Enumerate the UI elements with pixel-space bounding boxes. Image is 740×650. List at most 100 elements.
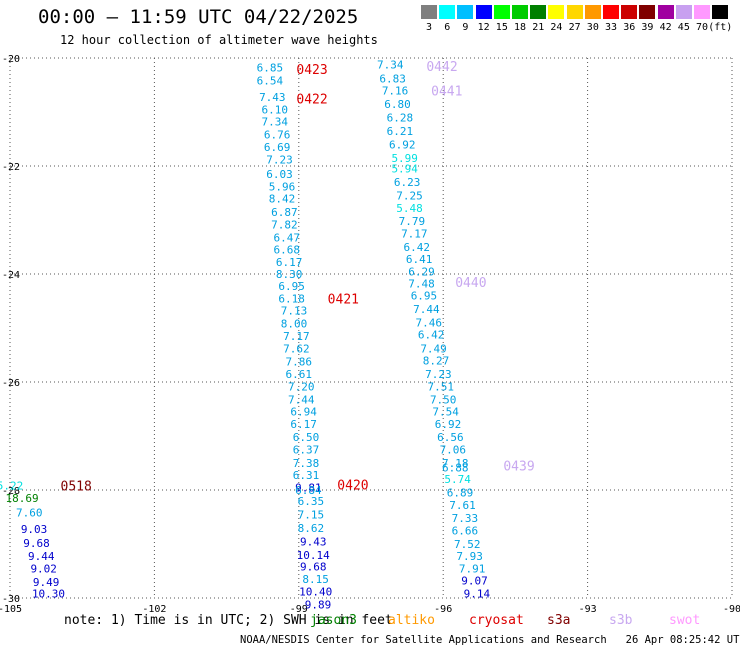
x-tick-label: -96	[434, 604, 452, 615]
legend-label: 3	[426, 22, 433, 33]
swh-value-label: 6.92	[435, 418, 462, 431]
swh-value-label: 9.49	[33, 576, 60, 589]
pass-time-label: 0518	[61, 480, 92, 495]
swh-value-label: 6.41	[406, 253, 433, 266]
x-tick-label: -93	[579, 604, 597, 615]
swh-value-label: 6.17	[276, 256, 303, 269]
swh-value-label: 6.21	[387, 125, 414, 138]
swh-value-label: 9.44	[28, 550, 55, 563]
swh-value-label: 6.94	[290, 406, 317, 419]
swh-value-label: 7.52	[454, 538, 481, 551]
swh-value-label: 6.54	[257, 75, 284, 88]
satellite-jason3-label: jason3	[310, 613, 357, 628]
timestamp: 26 Apr 08:25:42 UTC 2025	[625, 634, 740, 646]
legend-swatch	[512, 5, 528, 19]
pass-time-label: 0440	[455, 276, 486, 291]
swh-value-label: 7.51	[428, 380, 455, 393]
swh-value-label: 7.54	[432, 406, 459, 419]
swh-value-label: 7.44	[413, 303, 440, 316]
satellite-cryosat-label: cryosat	[469, 613, 524, 628]
swh-value-label: 7.13	[281, 305, 308, 318]
swh-value-label: 7.06	[440, 444, 467, 457]
swh-value-label: 6.76	[264, 129, 291, 142]
swh-value-label: 7.50	[430, 393, 457, 406]
swh-value-label: 6.47	[274, 231, 301, 244]
swh-value-label: 6.61	[286, 368, 313, 381]
footer-note: note: 1) Time is in UTC; 2) SWH is in fe…	[64, 613, 393, 628]
swh-value-label: 6.88	[442, 461, 469, 474]
legend-label: 27	[568, 22, 581, 33]
legend-swatch	[457, 5, 474, 19]
swh-value-label: 9.81	[295, 481, 322, 494]
legend-swatch	[548, 5, 565, 19]
swh-value-label: 7.25	[396, 190, 423, 203]
pass-time-label: 0423	[296, 63, 327, 78]
swh-value-label: 6.37	[293, 444, 320, 457]
swh-value-label: 9.68	[300, 561, 327, 574]
swh-value-label: 9.43	[300, 535, 327, 548]
swh-value-label: 8.27	[423, 354, 450, 367]
swh-value-label: 9.07	[461, 575, 488, 588]
legend-label: 36	[623, 22, 636, 33]
legend-label: 9	[462, 22, 469, 33]
swh-value-label: 7.82	[271, 218, 298, 231]
legend-label: 12	[477, 22, 490, 33]
swh-value-label: 6.85	[257, 62, 284, 75]
legend-swatch	[493, 5, 510, 19]
pass-time-label: 0422	[296, 93, 327, 108]
swh-value-label: 6.69	[264, 141, 291, 154]
legend-swatch	[657, 5, 674, 19]
swh-value-label: 9.14	[464, 588, 491, 601]
satellite-swot-label: swot	[669, 613, 701, 628]
x-tick-label: -99	[290, 604, 308, 615]
swh-value-label: 7.15	[298, 508, 325, 521]
swh-value-label: 6.42	[403, 241, 430, 254]
swh-value-label: 7.20	[288, 380, 315, 393]
swh-value-label: 6.03	[266, 168, 293, 181]
legend-label: 24	[550, 22, 563, 33]
swh-value-label: 7.93	[456, 550, 483, 563]
legend-label: 39	[641, 22, 654, 33]
swh-value-label: 6.35	[298, 495, 325, 508]
swh-value-label: 6.84	[295, 484, 322, 497]
swh-value-label: 7.43	[259, 91, 286, 104]
swh-value-label: 7.79	[399, 215, 426, 228]
swh-value-label: 7.17	[401, 228, 428, 241]
legend-swatch	[439, 5, 456, 19]
swh-value-label: 7.60	[16, 507, 43, 520]
legend-swatch	[566, 5, 583, 19]
swh-value-label: 6.10	[261, 103, 288, 116]
swh-value-label: 7.48	[408, 278, 435, 291]
swh-value-label: 7.23	[425, 368, 452, 381]
swh-value-label: 6.23	[394, 176, 421, 189]
legend-swatch	[712, 5, 729, 19]
swh-value-label: 6.17	[290, 418, 317, 431]
pass-time-label: 0420	[337, 479, 368, 494]
chart-title: 00:00 — 11:59 UTC 04/22/2025	[38, 6, 359, 28]
chart-subtitle: 12 hour collection of altimeter wave hei…	[60, 33, 378, 47]
legend-swatch	[603, 5, 619, 19]
credit-line: NOAA/NESDIS Center for Satellite Applica…	[240, 634, 740, 646]
swh-value-label: 7.18	[442, 457, 469, 470]
swh-value-label: 6.50	[293, 431, 320, 444]
legend-swatch	[421, 5, 437, 19]
swh-value-label: 7.17	[283, 330, 310, 343]
swh-value-label: 5.48	[396, 202, 423, 215]
swh-value-label: 10.40	[299, 586, 332, 599]
legend-label: (ft)	[708, 22, 733, 33]
legend-label: 6	[444, 22, 451, 33]
swh-value-label: 5.22	[0, 480, 23, 493]
legend-label: 18	[514, 22, 527, 33]
y-tick-label: -20	[2, 54, 20, 65]
swh-value-label: 6.80	[384, 98, 411, 111]
y-tick-label: -26	[2, 378, 20, 389]
swh-value-label: 8.62	[298, 522, 325, 535]
swh-value-label: 7.38	[293, 457, 320, 470]
pass-time-label: 0442	[426, 60, 457, 75]
swh-value-label: 6.95	[411, 290, 438, 303]
legend-label: 21	[532, 22, 545, 33]
swh-value-label: 9.03	[21, 523, 48, 536]
legend-swatch	[584, 5, 601, 19]
satellite-s3b-label: s3b	[609, 613, 633, 628]
